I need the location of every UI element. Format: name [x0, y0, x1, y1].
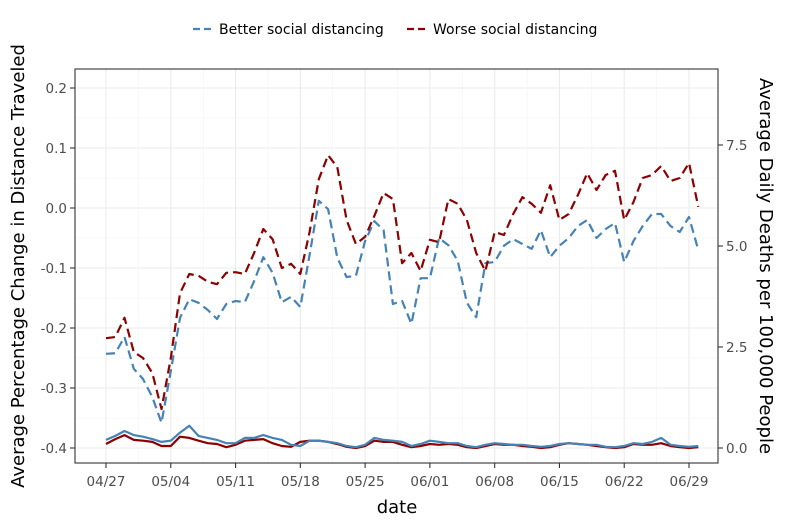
- x-tick-label: 06/01: [410, 474, 449, 490]
- series-line-deaths-better: [105, 424, 699, 449]
- y-left-tick-label: 0.0: [46, 201, 67, 217]
- x-tick-label: 06/22: [605, 474, 644, 490]
- x-tick-label: 06/15: [540, 474, 579, 490]
- legend-label-worse: Worse social distancing: [433, 22, 597, 38]
- x-tick-label: 05/04: [151, 474, 190, 490]
- y-left-tick-label: 0.2: [46, 81, 67, 97]
- series-lines: [105, 154, 700, 450]
- y-right-tick-label: 7.5: [726, 138, 747, 154]
- x-axis-title: date: [377, 497, 418, 518]
- x-tick-label: 05/18: [281, 474, 320, 490]
- y-axis-left: 0.2 0.1 0.0 -0.1 -0.2 -0.3 -0.4: [41, 81, 75, 457]
- y-axis-left-title: Average Percentage Change in Distance Tr…: [8, 44, 29, 488]
- y-left-tick-label: -0.4: [41, 441, 67, 457]
- grid: [75, 69, 718, 463]
- y-left-tick-label: -0.3: [41, 381, 67, 397]
- y-left-tick-label: -0.2: [41, 321, 67, 337]
- x-tick-label: 06/08: [475, 474, 514, 490]
- y-left-tick-label: 0.1: [46, 141, 67, 157]
- x-tick-label: 05/25: [346, 474, 385, 490]
- y-right-tick-label: 5.0: [726, 239, 747, 255]
- series-line-distance-better: [105, 199, 700, 424]
- y-axis-right: 7.5 5.0 2.5 0.0: [718, 138, 747, 457]
- x-tick-label: 06/29: [670, 474, 709, 490]
- y-left-tick-label: -0.1: [41, 261, 67, 277]
- y-axis-right-title: Average Daily Deaths per 100,000 People: [755, 78, 776, 454]
- plot-panel-border: [74, 68, 719, 464]
- x-axis: 04/27 05/04 05/11 05/18 05/25 06/01 06/08 06/15…: [87, 463, 709, 490]
- y-right-tick-label: 0.0: [726, 441, 747, 457]
- y-right-tick-label: 2.5: [726, 340, 747, 356]
- legend: Better social distancing Worse social di…: [193, 22, 597, 38]
- x-tick-label: 04/27: [87, 474, 126, 490]
- series-line-distance-worse: [105, 154, 700, 411]
- x-tick-label: 05/11: [216, 474, 255, 490]
- legend-label-better: Better social distancing: [219, 22, 384, 38]
